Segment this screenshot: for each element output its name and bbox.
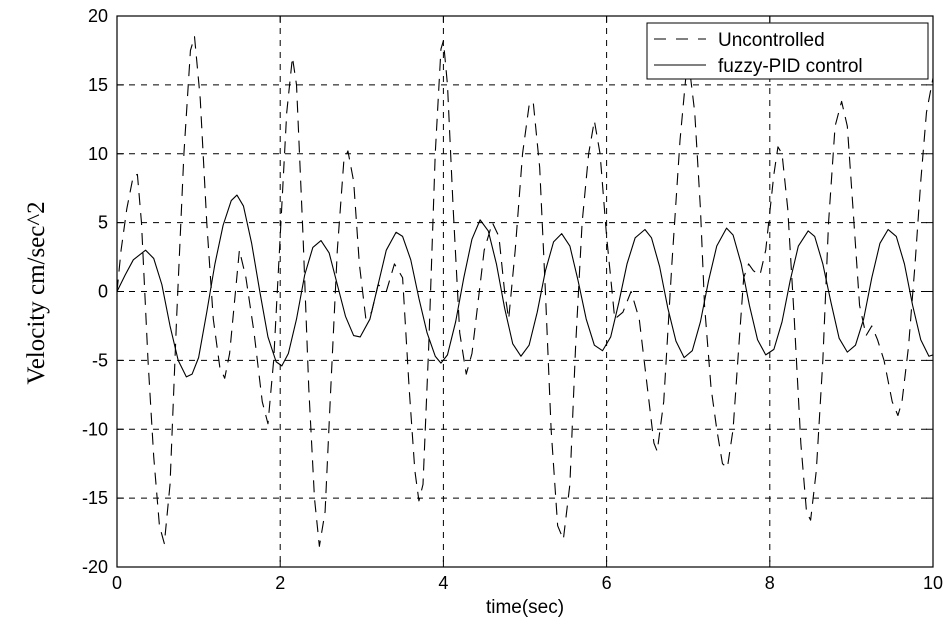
- x-tick-label: 8: [765, 573, 775, 593]
- y-axis-label: Velocity cm/sec^2: [23, 201, 50, 384]
- x-tick-label: 0: [112, 573, 122, 593]
- x-axis-label: time(sec): [486, 597, 564, 618]
- series-line-uncontrolled: [116, 36, 934, 547]
- y-tick-label: 20: [88, 6, 108, 26]
- series-layer: [116, 36, 934, 547]
- x-tick-label: 2: [275, 573, 285, 593]
- x-tick-label: 10: [923, 573, 943, 593]
- y-tick-label: 0: [98, 282, 108, 302]
- grid-lines: [117, 16, 933, 567]
- y-tick-label: 15: [88, 75, 108, 95]
- y-tick-label: -15: [82, 488, 108, 508]
- y-tick-label: 5: [98, 213, 108, 233]
- tick-labels: 0 2 4 6 8 10 -20 -15 -10 -5 0 5 10 15 20: [82, 6, 943, 593]
- axes-layer: [116, 15, 934, 568]
- legend-label-uncontrolled: Uncontrolled: [718, 30, 825, 51]
- x-tick-label: 6: [602, 573, 612, 593]
- x-tick-label: 4: [438, 573, 448, 593]
- legend-label-fuzzy-pid: fuzzy-PID control: [718, 56, 863, 77]
- y-tick-label: -5: [92, 350, 108, 370]
- y-tick-label: 10: [88, 144, 108, 164]
- y-tick-label: -20: [82, 557, 108, 577]
- legend-box: [646, 22, 929, 80]
- y-tick-label: -10: [82, 419, 108, 439]
- legend: Uncontrolled fuzzy-PID control: [646, 22, 929, 80]
- series-line-fuzzy-pid: [116, 194, 934, 378]
